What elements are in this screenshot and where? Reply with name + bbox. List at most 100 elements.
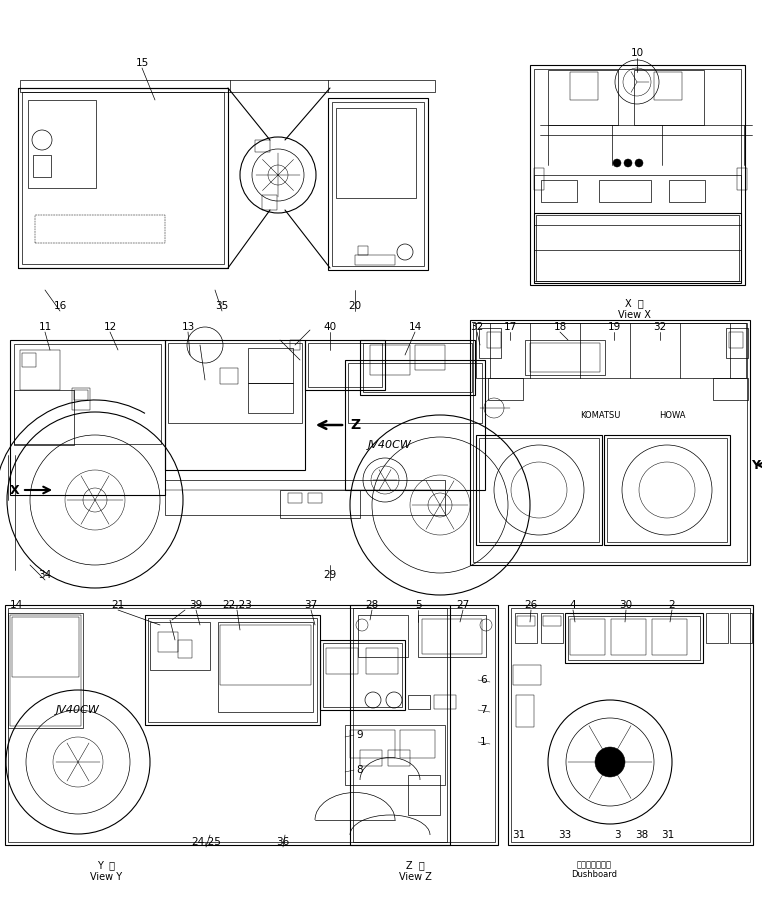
Bar <box>345 725 445 785</box>
Bar <box>604 435 730 545</box>
Bar <box>654 72 682 100</box>
Bar <box>634 70 704 125</box>
Bar <box>713 378 748 400</box>
Bar <box>516 695 534 727</box>
Bar <box>328 98 428 270</box>
Bar <box>473 323 747 562</box>
Text: Y  視
View Y: Y 視 View Y <box>90 860 122 882</box>
Bar <box>20 80 435 92</box>
Bar <box>568 616 700 660</box>
Bar <box>729 332 743 348</box>
Bar <box>178 640 192 658</box>
Bar <box>14 390 74 445</box>
Bar <box>355 255 395 265</box>
Bar <box>145 615 320 725</box>
Bar <box>5 605 450 845</box>
Circle shape <box>595 747 625 777</box>
Bar <box>400 730 435 758</box>
Bar <box>470 320 750 565</box>
Bar <box>415 345 445 370</box>
Bar <box>165 340 305 470</box>
Text: 18: 18 <box>553 322 567 332</box>
Text: 27: 27 <box>456 600 469 610</box>
Bar <box>158 632 178 652</box>
Text: 11: 11 <box>38 322 52 332</box>
Bar <box>534 175 741 213</box>
Text: 12: 12 <box>104 322 117 332</box>
Bar <box>248 383 293 413</box>
Text: 33: 33 <box>559 830 572 840</box>
Text: 5: 5 <box>415 600 421 610</box>
Text: 1: 1 <box>480 737 487 747</box>
Circle shape <box>635 159 643 167</box>
Bar <box>336 108 416 198</box>
Bar <box>248 348 293 383</box>
Bar <box>220 368 238 384</box>
Bar <box>305 340 385 390</box>
Text: 3: 3 <box>613 830 620 840</box>
Text: HOWA: HOWA <box>659 411 685 420</box>
Bar <box>360 340 475 395</box>
Text: 31: 31 <box>661 830 674 840</box>
Bar <box>345 360 485 490</box>
Bar <box>534 168 544 190</box>
Text: KOMATSU: KOMATSU <box>580 411 620 420</box>
Bar <box>434 695 456 709</box>
Bar <box>511 608 750 842</box>
Bar <box>517 616 535 626</box>
Bar <box>418 615 486 657</box>
Circle shape <box>624 159 632 167</box>
Text: 28: 28 <box>365 600 379 610</box>
Bar <box>22 92 224 264</box>
Bar <box>607 438 727 542</box>
Bar <box>72 388 90 410</box>
Bar <box>74 390 88 400</box>
Text: 16: 16 <box>53 301 66 311</box>
Text: 6: 6 <box>480 675 487 685</box>
Text: 20: 20 <box>348 301 361 311</box>
Bar <box>22 353 36 367</box>
Circle shape <box>613 159 621 167</box>
Bar <box>488 378 523 400</box>
Text: 15: 15 <box>136 58 149 68</box>
Bar <box>508 605 753 845</box>
Bar <box>288 493 302 503</box>
Bar <box>308 343 382 387</box>
Bar <box>320 640 405 710</box>
Bar <box>360 750 382 766</box>
Bar <box>332 102 424 266</box>
Bar <box>422 619 482 654</box>
Bar <box>290 340 300 350</box>
Bar <box>570 72 598 100</box>
Bar <box>363 343 472 392</box>
Bar <box>476 323 746 378</box>
Text: 9: 9 <box>356 730 363 740</box>
Text: 24,25: 24,25 <box>191 837 221 847</box>
Bar <box>487 332 501 348</box>
Text: 34: 34 <box>38 570 52 580</box>
Bar <box>476 435 602 545</box>
Bar <box>479 438 599 542</box>
Text: 30: 30 <box>620 600 632 610</box>
Bar <box>20 350 60 390</box>
Bar <box>408 695 430 709</box>
Text: 21: 21 <box>111 600 125 610</box>
Bar <box>515 613 537 643</box>
Bar <box>565 613 703 663</box>
Bar <box>218 622 313 712</box>
Text: ダッシュボード
Dushboard: ダッシュボード Dushboard <box>571 860 617 879</box>
Bar <box>165 480 445 515</box>
Bar <box>35 215 165 243</box>
Text: 17: 17 <box>504 322 517 332</box>
Text: 7: 7 <box>480 705 487 715</box>
Bar <box>541 613 563 643</box>
Bar <box>541 180 577 202</box>
Bar <box>737 168 747 190</box>
Bar <box>548 70 618 125</box>
Bar <box>18 88 228 268</box>
Text: 14: 14 <box>10 600 24 610</box>
Bar <box>513 665 541 685</box>
Bar <box>348 363 482 423</box>
Bar <box>280 490 360 518</box>
Bar <box>669 180 705 202</box>
